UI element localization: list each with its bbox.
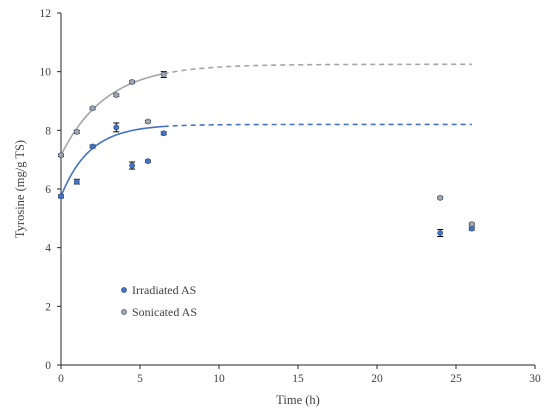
marker bbox=[73, 178, 80, 185]
data-point bbox=[129, 161, 136, 170]
x-tick-label: 30 bbox=[529, 373, 541, 385]
data-point bbox=[58, 193, 64, 200]
data-point bbox=[437, 194, 444, 201]
fit-line-solid-0 bbox=[60, 125, 164, 197]
y-tick-label: 8 bbox=[45, 125, 51, 137]
fit-line-dashed-1 bbox=[163, 63, 472, 75]
y-tick-label: 12 bbox=[40, 8, 52, 20]
data-point bbox=[58, 152, 64, 159]
y-tick-label: 6 bbox=[45, 184, 51, 196]
marker bbox=[113, 124, 120, 131]
y-tick-label: 2 bbox=[45, 301, 51, 313]
marker bbox=[113, 92, 120, 99]
x-tick-label: 20 bbox=[371, 373, 383, 385]
marker bbox=[58, 193, 64, 200]
data-point bbox=[160, 130, 167, 137]
data-point bbox=[468, 221, 475, 228]
y-tick-label: 0 bbox=[45, 360, 51, 372]
marker bbox=[144, 118, 151, 125]
data-point bbox=[160, 71, 167, 79]
legend-item: Irradiated AS bbox=[121, 283, 196, 297]
data-points bbox=[58, 71, 475, 238]
marker bbox=[468, 221, 475, 228]
x-tick-label: 5 bbox=[137, 373, 143, 385]
marker bbox=[160, 130, 167, 137]
data-point bbox=[113, 92, 120, 99]
data-point bbox=[129, 79, 136, 85]
x-tick-label: 25 bbox=[450, 373, 462, 385]
marker bbox=[58, 152, 64, 159]
marker bbox=[89, 105, 96, 112]
y-tick-label: 4 bbox=[45, 243, 51, 255]
fit-line-solid-1 bbox=[60, 72, 164, 156]
x-tick-label: 0 bbox=[58, 373, 64, 385]
legend-label: Sonicated AS bbox=[132, 305, 197, 319]
marker bbox=[129, 162, 135, 169]
marker bbox=[144, 158, 151, 165]
legend-marker bbox=[121, 287, 127, 293]
legend-label: Irradiated AS bbox=[132, 283, 196, 297]
y-tick-label: 10 bbox=[40, 67, 52, 79]
x-tick-label: 15 bbox=[292, 373, 304, 385]
data-point bbox=[437, 228, 444, 238]
fit-lines bbox=[60, 63, 472, 197]
marker bbox=[437, 230, 444, 236]
data-point bbox=[89, 143, 96, 150]
x-tick-label: 10 bbox=[213, 373, 225, 385]
data-point bbox=[73, 128, 80, 135]
data-point bbox=[89, 105, 96, 112]
marker bbox=[437, 194, 444, 201]
data-point bbox=[144, 158, 151, 165]
marker bbox=[73, 128, 80, 135]
legend: Irradiated AS Sonicated AS bbox=[121, 283, 197, 319]
data-point bbox=[73, 178, 80, 185]
data-point bbox=[113, 122, 120, 133]
x-axis-title: Time (h) bbox=[276, 393, 320, 407]
marker bbox=[160, 71, 167, 78]
legend-marker bbox=[121, 309, 127, 315]
fit-line-dashed-0 bbox=[163, 123, 472, 128]
axes: 0 5 10 15 20 25 30 0 2 4 6 8 10 12 bbox=[40, 8, 542, 385]
marker bbox=[89, 143, 96, 150]
legend-item: Sonicated AS bbox=[121, 305, 197, 319]
marker bbox=[129, 79, 135, 85]
y-axis-title: Tyrosine (mg/g TS) bbox=[13, 140, 27, 238]
data-point bbox=[144, 118, 151, 125]
data-point bbox=[468, 225, 475, 232]
